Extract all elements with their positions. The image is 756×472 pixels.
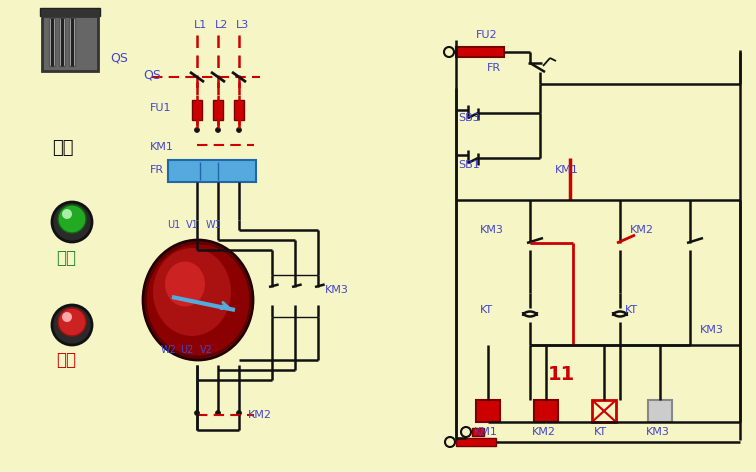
Text: KM1: KM1 <box>150 142 174 152</box>
Text: KM3: KM3 <box>325 285 349 295</box>
Bar <box>476 400 500 422</box>
Text: L2: L2 <box>215 20 228 30</box>
Text: SB3: SB3 <box>458 113 480 123</box>
Bar <box>69 18 75 66</box>
Bar <box>213 100 223 120</box>
Text: W1: W1 <box>206 220 222 230</box>
Circle shape <box>215 127 221 133</box>
Text: FU1: FU1 <box>150 103 172 113</box>
Bar <box>234 100 244 120</box>
Bar <box>648 400 672 422</box>
Text: KM1: KM1 <box>555 165 579 175</box>
Text: W2: W2 <box>161 345 177 355</box>
Text: KM3: KM3 <box>646 427 670 437</box>
Text: KM2: KM2 <box>532 427 556 437</box>
Text: L3: L3 <box>236 20 249 30</box>
Circle shape <box>58 308 86 336</box>
Bar <box>592 400 616 422</box>
Bar <box>49 18 55 66</box>
Text: V1: V1 <box>186 220 199 230</box>
Text: KM3: KM3 <box>700 325 724 335</box>
Text: KT: KT <box>625 305 638 315</box>
Text: SB1: SB1 <box>458 160 480 170</box>
Bar <box>59 18 65 66</box>
Circle shape <box>194 411 200 415</box>
Bar <box>456 47 504 57</box>
Text: FR: FR <box>150 165 164 175</box>
Circle shape <box>194 127 200 133</box>
Text: V2: V2 <box>200 345 213 355</box>
Bar <box>40 8 100 16</box>
Circle shape <box>52 305 92 345</box>
Bar <box>42 16 98 71</box>
Text: FR: FR <box>487 63 501 73</box>
Text: 启动: 启动 <box>56 249 76 267</box>
Bar <box>472 428 484 436</box>
Circle shape <box>237 411 241 415</box>
Text: U2: U2 <box>180 345 194 355</box>
Circle shape <box>58 205 86 233</box>
Text: 电源: 电源 <box>52 139 73 157</box>
Text: QS: QS <box>110 51 128 65</box>
Text: 停止: 停止 <box>56 351 76 369</box>
Circle shape <box>52 202 92 242</box>
Circle shape <box>62 312 72 322</box>
Ellipse shape <box>143 240 253 360</box>
Circle shape <box>62 209 72 219</box>
Text: KM2: KM2 <box>630 225 654 235</box>
Text: KM1: KM1 <box>474 427 498 437</box>
Ellipse shape <box>146 244 250 356</box>
Text: KM2: KM2 <box>248 410 272 420</box>
Text: KT: KT <box>480 305 493 315</box>
Circle shape <box>237 127 241 133</box>
Text: KM3: KM3 <box>480 225 504 235</box>
Text: FU2: FU2 <box>476 30 497 40</box>
Bar <box>456 438 496 446</box>
Ellipse shape <box>153 248 231 336</box>
Bar <box>534 400 558 422</box>
Text: 11: 11 <box>548 365 575 385</box>
Text: QS: QS <box>143 68 161 82</box>
Circle shape <box>215 411 221 415</box>
Ellipse shape <box>165 261 205 306</box>
Text: KT: KT <box>594 427 607 437</box>
Text: L1: L1 <box>194 20 207 30</box>
Bar <box>168 160 256 182</box>
Text: U1: U1 <box>167 220 180 230</box>
Bar <box>192 100 202 120</box>
